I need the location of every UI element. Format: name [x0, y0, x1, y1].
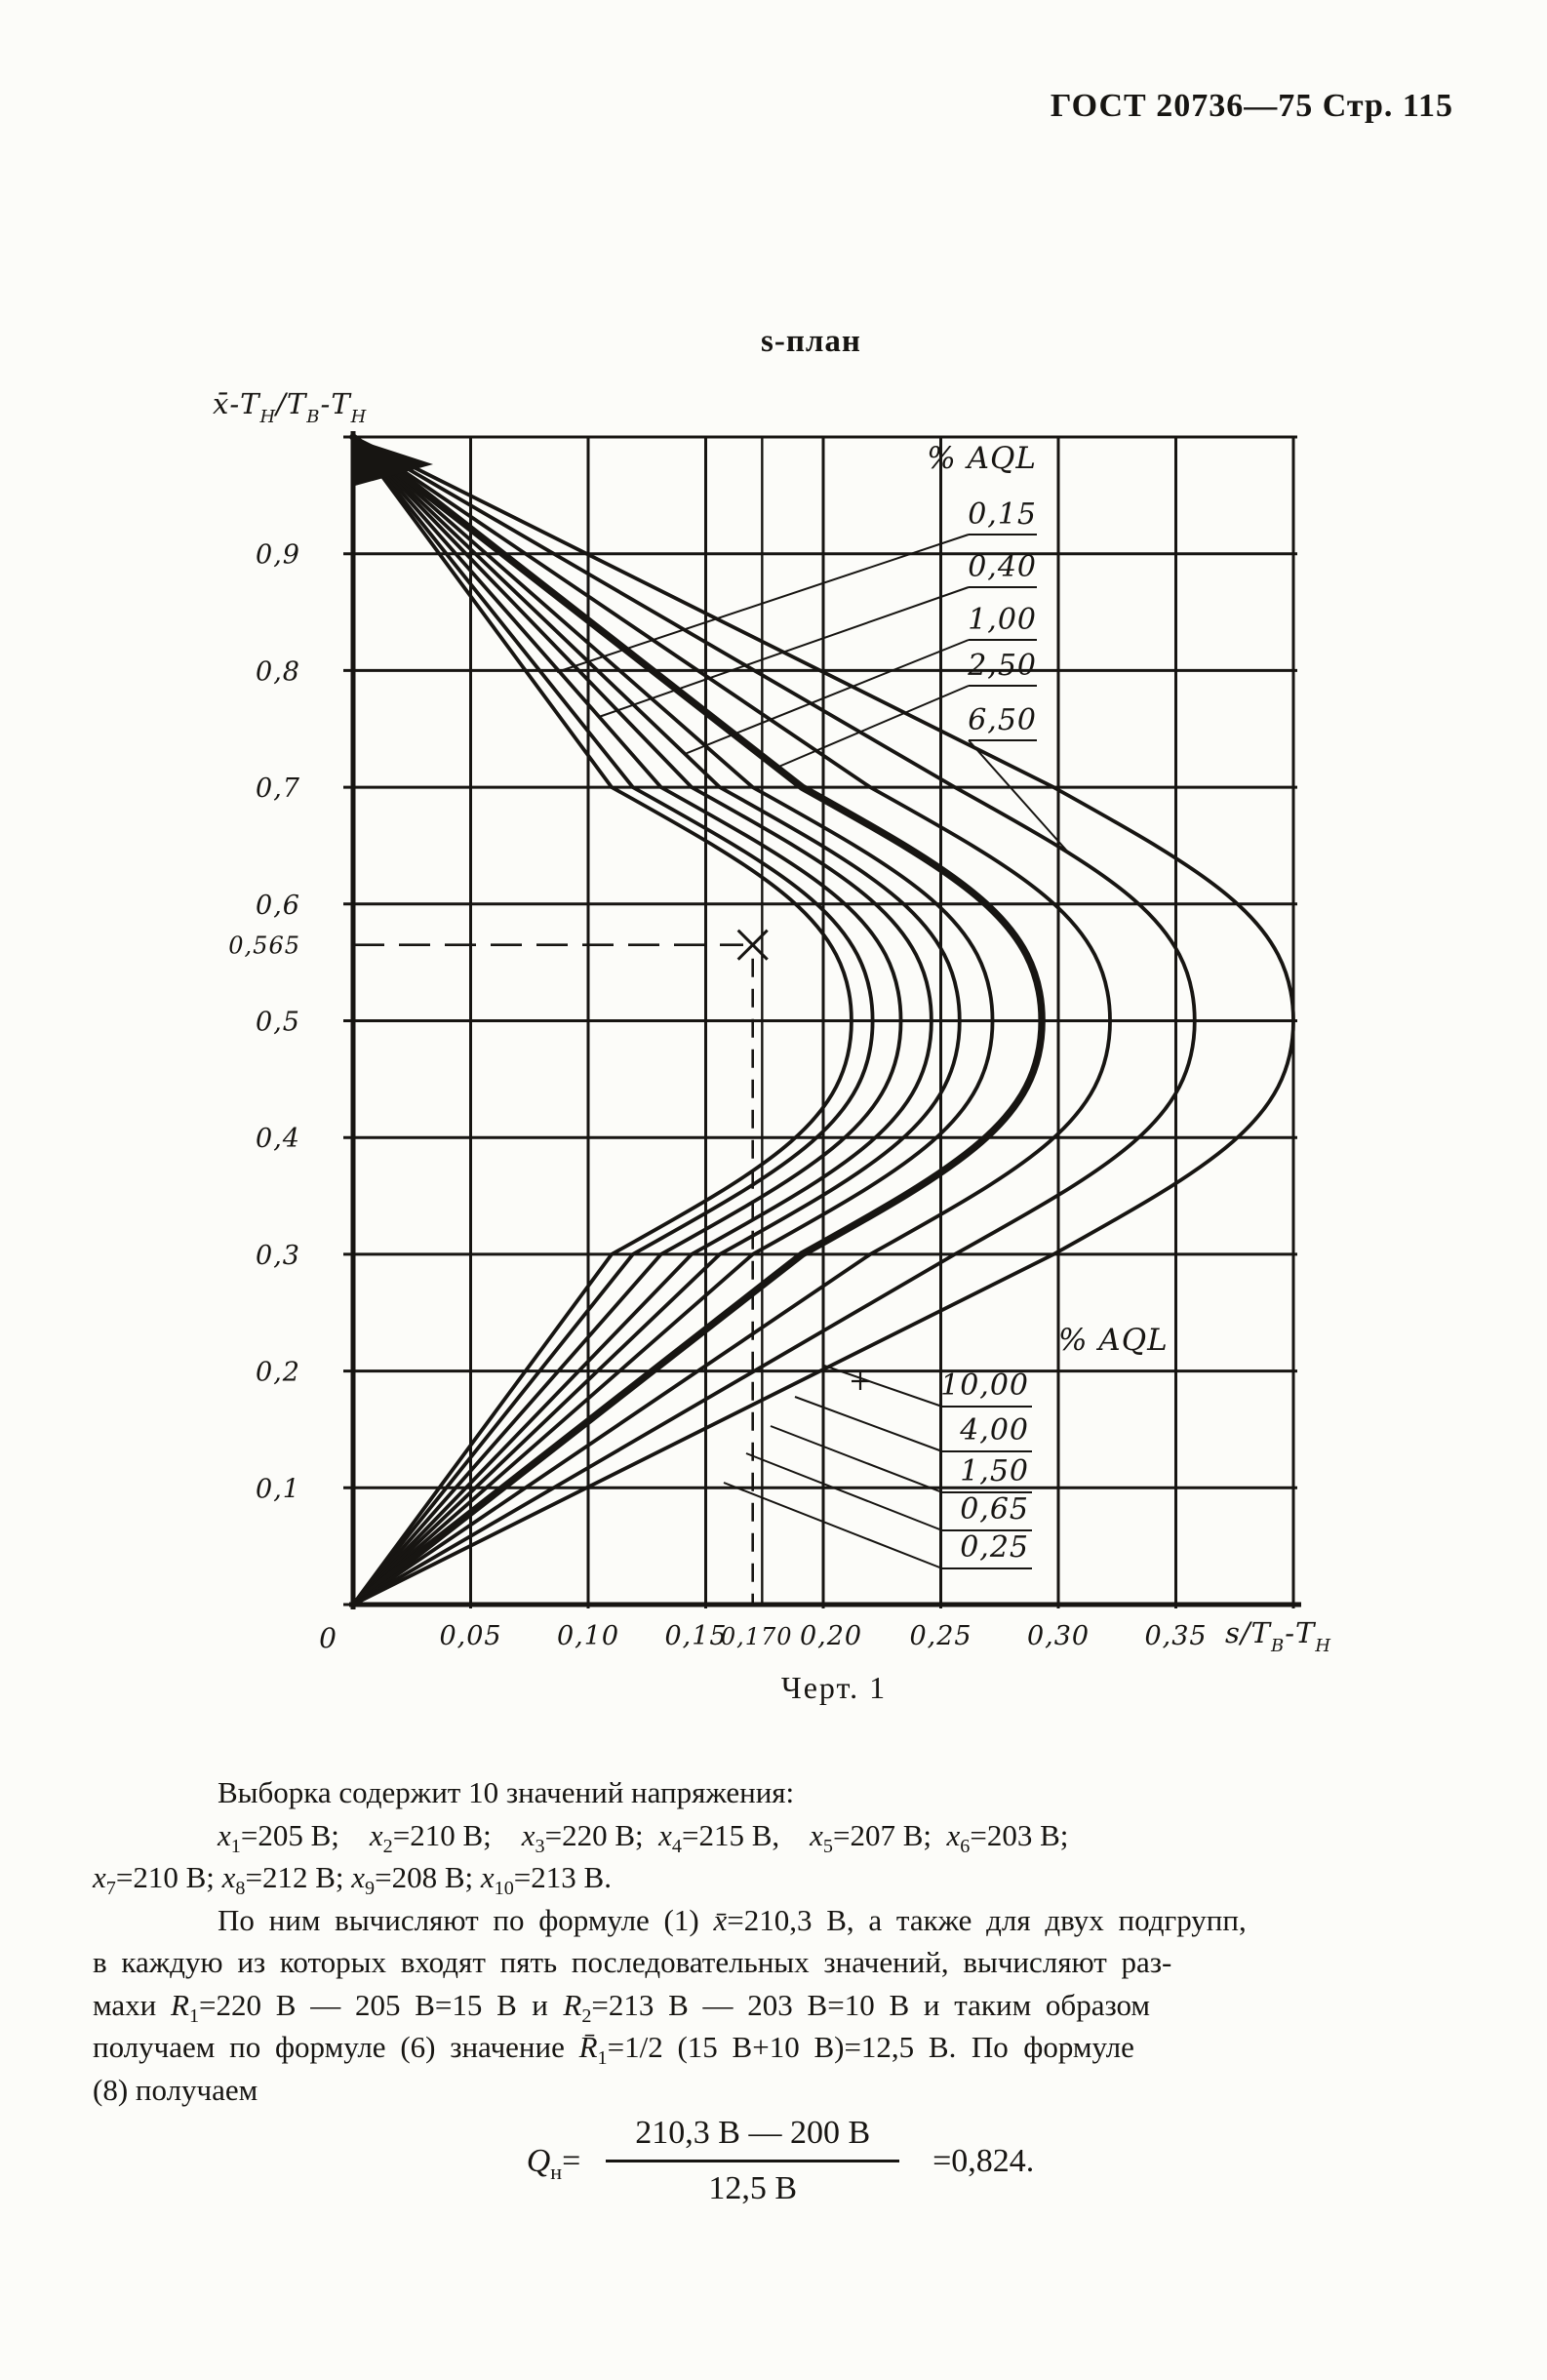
curve-aql-0,40 [351, 435, 903, 1606]
text-line: x7=210 В; x8=212 В; x9=208 В; x10=213 В. [93, 1860, 612, 1900]
axis-corner-wedge [355, 439, 433, 486]
figure-title: s-план [761, 324, 861, 359]
aql-label-upper-2,50: 2,50 [967, 649, 1037, 683]
y-tick-0,8: 0,8 [256, 656, 300, 687]
y-tick-0,1: 0,1 [256, 1474, 300, 1504]
y-tick-0,9: 0,9 [256, 540, 300, 571]
aql-label-lower-0,25: 0,25 [960, 1530, 1029, 1565]
aql-label-upper-0,15: 0,15 [968, 497, 1037, 532]
formula: Qн= 210,3 В — 200 В 12,5 В =0,824. [419, 2115, 1141, 2207]
y-tick-0,4: 0,4 [256, 1124, 300, 1154]
y-tick-0,2: 0,2 [256, 1358, 300, 1388]
page-header: ГОСТ 20736—75 Стр. 115 [1050, 88, 1453, 124]
x-tick-special: 0,170 [721, 1623, 793, 1650]
formula-fraction: 210,3 В — 200 В 12,5 В [606, 2115, 900, 2207]
aql-label-lower-10,00: 10,00 [940, 1368, 1029, 1403]
y-tick-0,6: 0,6 [256, 891, 300, 921]
text-line: По ним вычисляют по формуле (1) x̄=210,3… [218, 1902, 1247, 1937]
origin-tick: 0 [319, 1622, 337, 1654]
aql-group-label-upper: % AQL [927, 441, 1037, 476]
aql-leader-line [775, 685, 970, 769]
aql-label-upper-6,50: 6,50 [968, 703, 1037, 737]
x-tick-0,35: 0,35 [1144, 1621, 1207, 1651]
curve-aql-1,00 [351, 435, 962, 1606]
x-tick-0,25: 0,25 [909, 1621, 972, 1651]
x-tick-0,30: 0,30 [1027, 1621, 1090, 1651]
aql-leader-line [794, 1396, 943, 1452]
text-line: x1=205 В; x2=210 В; x3=220 В; x4=215 В, … [218, 1817, 1069, 1857]
aql-leader-line [823, 1365, 943, 1408]
curve-aql-1,50 [351, 435, 995, 1606]
y-tick-0,5: 0,5 [256, 1008, 300, 1038]
y-tick-special: 0,565 [228, 932, 300, 960]
text-line: Выборка содержит 10 значений напряжения: [218, 1775, 795, 1809]
aql-label-upper-1,00: 1,00 [968, 603, 1037, 637]
y-axis-label: x̄-ТН/ТВ-ТН [213, 387, 367, 427]
curve-aql-0,65 [351, 435, 933, 1606]
y-tick-0,7: 0,7 [256, 774, 300, 804]
formula-lhs: Qн= [526, 2142, 581, 2184]
x-tick-0,15: 0,15 [664, 1621, 727, 1651]
formula-result: =0,824. [932, 2142, 1035, 2179]
x-tick-0,20: 0,20 [800, 1621, 862, 1651]
aql-leader-line [684, 639, 970, 755]
aql-label-lower-4,00: 4,00 [959, 1413, 1029, 1448]
aql-leader-line [556, 534, 970, 673]
aql-leader-line [745, 1452, 943, 1531]
aql-label-lower-0,65: 0,65 [960, 1492, 1029, 1527]
aql-leader-line [770, 1425, 943, 1493]
figure-caption: Черт. 1 [780, 1670, 888, 1705]
x-axis-label: s/ТВ-ТН [1225, 1616, 1331, 1656]
body-text: Выборка содержит 10 значений напряжения:… [93, 1771, 1470, 2111]
aql-leader-line [723, 1482, 943, 1569]
aql-group-label-lower: % AQL [1058, 1323, 1169, 1358]
y-tick-0,3: 0,3 [256, 1241, 300, 1271]
curve-aql-10,00 [351, 435, 1295, 1606]
aql-label-upper-0,40: 0,40 [968, 550, 1037, 584]
formula-denominator: 12,5 В [606, 2160, 900, 2207]
example-x-marker [736, 929, 769, 961]
text-line: получаем по формуле (6) значение R̄1=1/2… [93, 2030, 1134, 2070]
curve-aql-4,00 [351, 435, 1112, 1606]
curve-aql-0,25 [351, 435, 875, 1606]
text-line: в каждую из которых входят пять последов… [93, 1945, 1172, 1979]
aql-leader-line [598, 586, 970, 718]
x-tick-0,10: 0,10 [557, 1621, 619, 1651]
aql-label-lower-1,50: 1,50 [960, 1454, 1029, 1488]
text-line: (8) получаем [93, 2072, 258, 2107]
aql-leader-line [968, 739, 1072, 856]
x-tick-0,05: 0,05 [439, 1621, 501, 1651]
curve-aql-2,50 [349, 433, 1046, 1608]
curve-aql-0,15 [351, 435, 853, 1606]
formula-numerator: 210,3 В — 200 В [635, 2115, 871, 2151]
text-line: махи R1=220 В — 205 В=15 В и R2=213 В — … [93, 1987, 1151, 2027]
